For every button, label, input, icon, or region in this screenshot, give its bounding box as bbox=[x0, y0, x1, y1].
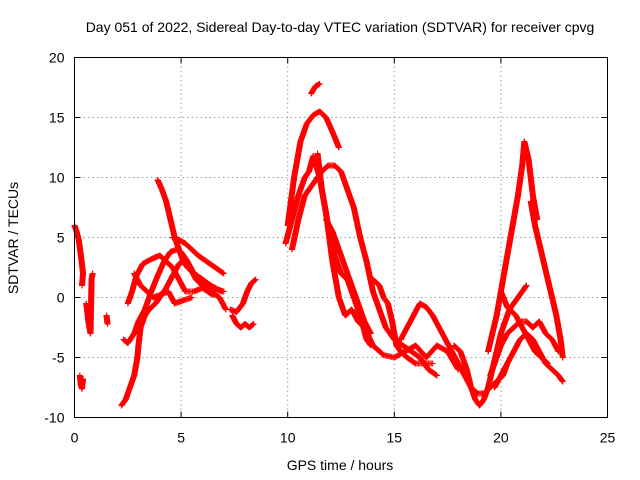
series-sat-w bbox=[487, 318, 562, 379]
chart-title: Day 051 of 2022, Sidereal Day-to-day VTE… bbox=[86, 19, 595, 35]
data-point bbox=[218, 288, 225, 295]
series-sat-h bbox=[131, 270, 195, 307]
x-tick-label: 25 bbox=[600, 430, 616, 446]
data-point bbox=[433, 371, 440, 378]
data-point bbox=[78, 282, 85, 289]
data-point bbox=[89, 270, 96, 277]
x-axis-title: GPS time / hours bbox=[287, 457, 394, 473]
y-axis-title: SDTVAR / TECUs bbox=[5, 182, 21, 294]
series-sat-g bbox=[124, 252, 217, 307]
data-point bbox=[544, 360, 551, 367]
data-point bbox=[188, 294, 195, 301]
y-tick-label: 10 bbox=[49, 170, 65, 186]
data-point bbox=[367, 330, 374, 337]
data-point bbox=[219, 269, 226, 276]
y-tick-label: 0 bbox=[57, 290, 65, 306]
x-tick-label: 15 bbox=[387, 430, 403, 446]
series-sat-y bbox=[527, 198, 566, 361]
y-tick-label: 5 bbox=[57, 230, 65, 246]
y-tick-label: 15 bbox=[49, 110, 65, 126]
data-point bbox=[429, 360, 436, 367]
data-point bbox=[559, 354, 566, 361]
series-sat-l bbox=[229, 312, 257, 331]
ticks-layer: 0 5 10 15 20 25 -10 -5 0 5 10 15 20 bbox=[44, 50, 615, 446]
data-point bbox=[252, 276, 259, 283]
data-point bbox=[316, 80, 323, 87]
y-tick-label: -10 bbox=[44, 410, 64, 426]
data-point bbox=[250, 320, 257, 327]
series-sat-d bbox=[103, 312, 111, 327]
plot-frame bbox=[74, 57, 608, 418]
series-sat-i bbox=[154, 176, 225, 295]
data-point bbox=[220, 270, 227, 277]
data-point bbox=[544, 359, 551, 366]
grid-layer bbox=[74, 57, 608, 418]
data-point bbox=[523, 282, 530, 289]
series-sat-j bbox=[169, 234, 227, 277]
series-sat-r bbox=[323, 216, 374, 337]
x-tick-label: 0 bbox=[71, 430, 79, 446]
series-sat-k bbox=[227, 276, 259, 315]
data-point bbox=[433, 372, 440, 379]
data-point bbox=[210, 292, 217, 299]
series-sat-a bbox=[71, 222, 87, 289]
y-tick-label: -5 bbox=[52, 350, 65, 366]
data-point bbox=[209, 291, 216, 298]
series-sat-z bbox=[497, 288, 551, 367]
data-point bbox=[80, 376, 87, 383]
y-tick-label: 20 bbox=[49, 50, 65, 66]
series-sat-v bbox=[485, 138, 541, 355]
series-sat-c bbox=[83, 270, 96, 337]
data-point bbox=[251, 277, 258, 284]
series-sat-b bbox=[76, 372, 87, 392]
series-sat-n bbox=[308, 80, 323, 97]
series-sat-s bbox=[369, 276, 436, 367]
x-tick-label: 10 bbox=[280, 430, 296, 446]
data-point bbox=[367, 342, 374, 349]
x-tick-label: 20 bbox=[493, 430, 509, 446]
data-point bbox=[323, 163, 330, 170]
data-point bbox=[252, 277, 259, 284]
x-tick-label: 5 bbox=[177, 430, 185, 446]
data-point bbox=[249, 321, 256, 328]
data-points-layer bbox=[71, 80, 566, 409]
data-point bbox=[543, 359, 550, 366]
data-point bbox=[559, 378, 566, 385]
series-sat-x bbox=[491, 330, 566, 391]
data-point bbox=[249, 322, 256, 329]
data-point bbox=[335, 144, 342, 151]
data-point bbox=[104, 320, 111, 327]
series-sat-p bbox=[288, 162, 440, 379]
